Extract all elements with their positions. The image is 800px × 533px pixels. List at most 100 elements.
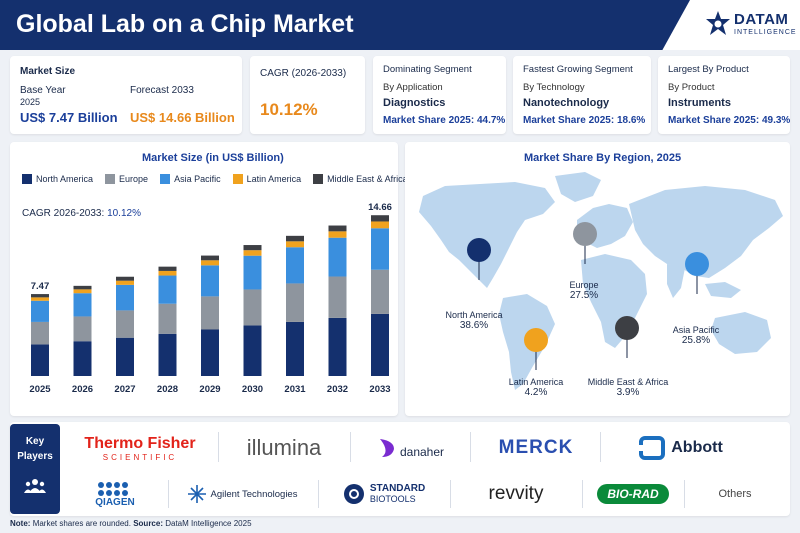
region-value: 27.5% [569,290,599,301]
bar-segment-asia-pacific-2026 [73,293,92,317]
bar-segment-asia-pacific-2031 [286,247,304,284]
bar-segment-europe-2030 [243,289,262,326]
bio-rad-text: BIO-RAD [597,484,669,504]
forecast-label: Forecast 2033 [130,85,194,96]
segment-name: Nanotechnology [523,97,610,109]
legend-label: Europe [119,174,149,184]
bar-segment-europe-2029 [201,296,219,330]
bar-segment-middle-east-africa-2026 [73,285,92,290]
abbott-mark-icon [639,436,666,460]
bar-segment-middle-east-africa-2033 [371,215,389,222]
bar-segment-asia-pacific-2029 [201,265,219,297]
bar-segment-north-america-2033 [371,313,389,376]
base-year-value: 2025 [20,97,41,107]
legend-item-europe: Europe [105,174,148,184]
legend-item-north-america: North America [22,174,93,184]
map-pins [467,222,709,370]
logo-main-text: DATAM [734,11,789,28]
bar-segment-europe-2025 [31,321,49,345]
thermo-fisher-sub: SCIENTIFIC [102,452,178,462]
bar-segment-latin-america-2033 [371,221,389,229]
bar-segment-asia-pacific-2028 [158,275,177,304]
legend-label: Middle East & Africa [327,174,408,184]
world-map [419,172,783,390]
bar-segment-middle-east-africa-2025 [31,294,49,298]
x-tick-label: 2032 [327,384,348,395]
legend-swatch [105,174,116,184]
segment-title: Largest By Product [668,64,749,75]
key-players-label: Key Players [10,434,60,464]
bar-segment-europe-2028 [158,303,177,334]
bar-chart-legend: North America Europe Asia Pacific Latin … [22,174,408,184]
thermo-fisher-text: Thermo Fisher [84,434,196,452]
sea-islands-shape [705,282,741,298]
chart-cagr-annotation: CAGR 2026-2033: 10.12% [22,208,141,219]
key-players-label-2: Players [17,451,53,462]
bar-segment-north-america-2032 [328,317,347,376]
segment-title: Dominating Segment [383,64,472,75]
bar-segment-middle-east-africa-2027 [116,276,134,281]
bar-segment-north-america-2028 [158,333,177,376]
bar-segment-asia-pacific-2025 [31,300,49,322]
segment-sub: By Technology [523,82,585,93]
map-chart-title: Market Share By Region, 2025 [524,152,682,164]
segment-name: Diagnostics [383,97,446,109]
x-tick-label: 2026 [72,384,93,395]
region-name: Asia Pacific [672,325,720,335]
region-name: Middle East & Africa [587,377,669,387]
market-size-label: Market Size [20,66,76,77]
x-tick-label: 2029 [199,384,220,395]
key-players-label-1: Key [25,436,45,447]
illumina-text: illumina [246,435,322,460]
north-america-shape [419,182,555,288]
bar-segment-latin-america-2025 [31,297,49,301]
note-label: Note: [10,519,31,528]
base-year-label: Base Year [20,85,66,96]
note-text: Market shares are rounded. [32,519,131,528]
segment-share: Market Share 2025: 18.6% [523,115,646,126]
legend-swatch [22,174,32,184]
cagr-value: 10.12% [260,100,318,119]
thermo-fisher-logo: Thermo Fisher SCIENTIFIC [70,428,210,468]
legend-label: Asia Pacific [174,174,221,184]
bar-segment-north-america-2030 [243,325,262,376]
qiagen-logo: QIAGEN [70,475,160,513]
bar-segment-asia-pacific-2030 [243,255,262,290]
bar-chart-title: Market Size (in US$ Billion) [142,152,284,164]
map-pin-latin-america [524,328,548,352]
bar-segment-asia-pacific-2033 [371,228,389,270]
revvity-logo: revvity [456,475,576,513]
largest-product-card: Largest By Product By Product Instrument… [658,56,790,134]
abbott-text: Abbott [671,439,723,456]
logo-sub-text: INTELLIGENCE [734,29,797,36]
bar-segment-asia-pacific-2027 [116,284,134,311]
divider [218,432,219,462]
bar-segment-north-america-2031 [286,321,304,376]
header: Global Lab on a Chip Market DATAM INTELL… [0,0,800,50]
standard-biotools-mark-icon [343,484,364,504]
agilent-logo: Agilent Technologies [172,475,312,513]
base-value: US$ 7.47 Billion [20,110,118,125]
source-label: Source: [133,519,163,528]
greenland-shape [555,172,601,202]
x-tick-label: 2028 [157,384,178,395]
bar-segment-europe-2027 [116,310,134,338]
x-tick-label: 2031 [284,384,306,395]
danaher-logo: danaher [356,428,466,468]
title-bar: Global Lab on a Chip Market [0,0,690,50]
bar-segment-middle-east-africa-2028 [158,266,177,271]
region-label-north-america: North America 38.6% [432,310,516,331]
revvity-text: revvity [488,483,544,504]
fastest-growing-segment-card: Fastest Growing Segment By Technology Na… [513,56,651,134]
x-tick-label: 2030 [242,384,263,395]
abbott-logo: Abbott [606,428,756,468]
stacked-bar-chart: 2025 7.47 2026 2027 2028 2029 2030 2031 2032 2033… [29,202,391,395]
segment-name: Instruments [668,97,731,109]
agilent-spark-icon [187,485,206,503]
divider [600,432,601,462]
cagr-card: CAGR (2026-2033) 10.12% [250,56,365,134]
region-label-latin-america: Latin America 4.2% [498,377,574,398]
x-tick-label: 2033 [369,384,390,395]
bar-segment-latin-america-2030 [243,250,262,256]
merck-logo: MERCK [476,428,596,468]
